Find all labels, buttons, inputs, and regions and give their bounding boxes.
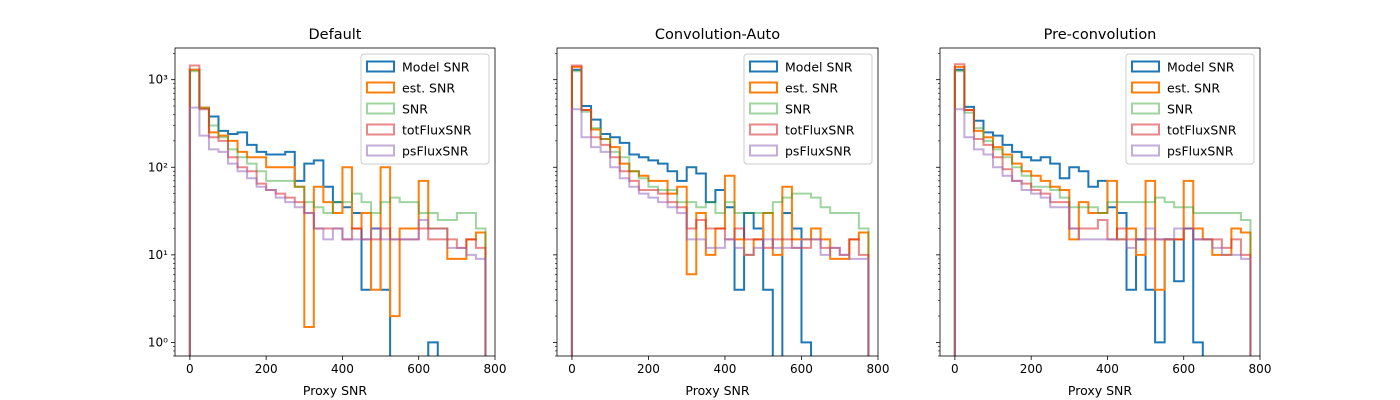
x-tick-label: 400 [1096, 362, 1119, 376]
legend-label: SNR [402, 102, 428, 117]
legend-swatch [749, 144, 778, 157]
legend-label: psFluxSNR [785, 144, 852, 159]
legend-swatch [366, 123, 395, 136]
series-est-snr [953, 65, 1252, 356]
series-snr [570, 70, 870, 356]
legend-label: Model SNR [402, 60, 470, 75]
x-tick-label: 600 [407, 362, 430, 376]
x-tick-label: 800 [1249, 362, 1272, 376]
chart-title: Pre-convolution [1044, 27, 1157, 43]
plot-area [953, 63, 1252, 356]
legend-label: SNR [1167, 102, 1193, 117]
legend-swatch [366, 144, 395, 157]
legend-swatch [366, 102, 395, 115]
legend-label: Model SNR [1167, 60, 1235, 75]
x-tick-label: 0 [186, 362, 194, 376]
legend-swatch [1131, 60, 1160, 73]
chart-panel-2: 0 200 400 600 800 Convolution-Auto Proxy SNR Mo… [553, 27, 889, 398]
legend-swatch [366, 60, 395, 73]
legend: Model SNR est. SNR SNR totFluxSNR psFluxSNR [1125, 53, 1255, 165]
chart-panel-1: 0 200 400 600 800 10⁰ 10¹ 10² 10³ Default Proxy SN… [148, 27, 507, 398]
x-tick-label: 200 [637, 362, 660, 376]
plot-area [188, 64, 487, 356]
legend: Model SNR est. SNR SNR totFluxSNR psFluxSNR [743, 53, 873, 165]
x-tick-label: 200 [255, 362, 278, 376]
legend-label: est. SNR [785, 81, 838, 96]
x-tick-label: 200 [1020, 362, 1043, 376]
x-tick-label: 600 [1172, 362, 1195, 376]
legend-label: SNR [785, 102, 811, 117]
plot-area [570, 64, 870, 356]
x-tick-label: 800 [867, 362, 890, 376]
y-tick-label: 10³ [148, 73, 168, 87]
series-model-snr [953, 68, 1204, 356]
legend-label: totFluxSNR [785, 123, 855, 138]
legend-label: totFluxSNR [1167, 123, 1237, 138]
legend-swatch [366, 81, 395, 94]
x-axis-label: Proxy SNR [685, 383, 749, 398]
y-tick-label: 10² [148, 160, 168, 174]
legend-swatch [749, 123, 778, 136]
series-model-snr [188, 68, 439, 356]
x-axis-label: Proxy SNR [303, 383, 367, 398]
legend-label: psFluxSNR [1167, 144, 1234, 159]
legend-swatch [749, 81, 778, 94]
chart-title: Default [309, 27, 362, 43]
legend-swatch [1131, 123, 1160, 136]
legend-label: est. SNR [402, 81, 455, 96]
legend-swatch [749, 102, 778, 115]
x-tick-label: 400 [331, 362, 354, 376]
legend-label: psFluxSNR [402, 144, 469, 159]
y-tick-label: 10¹ [148, 248, 168, 262]
chart-title: Convolution-Auto [655, 27, 780, 43]
x-tick-label: 0 [951, 362, 959, 376]
x-tick-label: 0 [568, 362, 576, 376]
legend: Model SNR est. SNR SNR totFluxSNR psFluxSNR [360, 53, 490, 165]
legend-label: totFluxSNR [402, 123, 472, 138]
legend-swatch [1131, 102, 1160, 115]
series-snr [188, 70, 487, 356]
series-psfluxsnr [570, 108, 870, 356]
x-tick-label: 800 [484, 362, 507, 376]
legend-label: est. SNR [1167, 81, 1220, 96]
legend-swatch [749, 60, 778, 73]
legend-swatch [1131, 81, 1160, 94]
chart-panel-3: 0 200 400 600 800 Pre-convolution Proxy SNR Mod… [936, 27, 1271, 398]
x-axis-label: Proxy SNR [1068, 383, 1132, 398]
x-tick-label: 400 [714, 362, 737, 376]
y-tick-label: 10⁰ [148, 335, 168, 349]
legend-label: Model SNR [785, 60, 853, 75]
series-psfluxsnr [953, 108, 1252, 356]
series-psfluxsnr [188, 106, 487, 356]
series-model-snr [570, 68, 813, 356]
legend-swatch [1131, 144, 1160, 157]
x-tick-label: 600 [790, 362, 813, 376]
